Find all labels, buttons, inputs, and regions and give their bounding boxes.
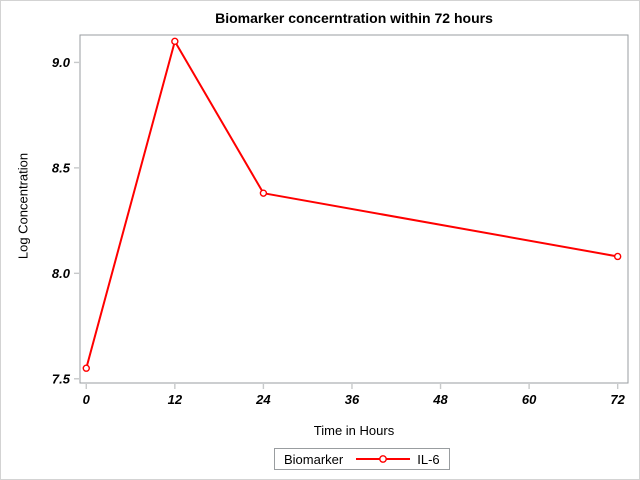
legend: Biomarker IL-6 bbox=[274, 448, 450, 470]
legend-line-sample-icon bbox=[356, 455, 411, 463]
series-line-il-6 bbox=[85, 40, 618, 369]
legend-title: Biomarker bbox=[284, 451, 344, 467]
y-tick-label: 8.0 bbox=[52, 266, 71, 281]
chart-title: Biomarker concerntration within 72 hours bbox=[215, 10, 493, 26]
x-axis-title: Time in Hours bbox=[313, 423, 395, 438]
x-tick-label: 48 bbox=[432, 392, 448, 407]
y-axis-title: Log Concentration bbox=[15, 152, 31, 260]
x-tick-label: 36 bbox=[345, 392, 360, 407]
x-tick-label: 24 bbox=[255, 392, 271, 407]
x-tick-label: 12 bbox=[168, 392, 183, 407]
y-tick-label: 8.5 bbox=[52, 160, 71, 175]
y-tick-label: 9.0 bbox=[52, 55, 71, 70]
x-tick-label: 72 bbox=[610, 392, 625, 407]
data-point-marker bbox=[171, 37, 179, 46]
legend-series-label: IL-6 bbox=[417, 451, 440, 467]
data-point-marker bbox=[259, 189, 268, 197]
data-point-marker bbox=[613, 252, 622, 261]
legend-series-entry: IL-6 bbox=[355, 451, 440, 467]
x-tick-label: 0 bbox=[83, 392, 91, 407]
plot-area-border bbox=[79, 34, 629, 384]
x-tick-label: 60 bbox=[522, 392, 537, 407]
data-point-marker bbox=[82, 364, 90, 372]
y-tick-label: 7.5 bbox=[52, 371, 71, 386]
